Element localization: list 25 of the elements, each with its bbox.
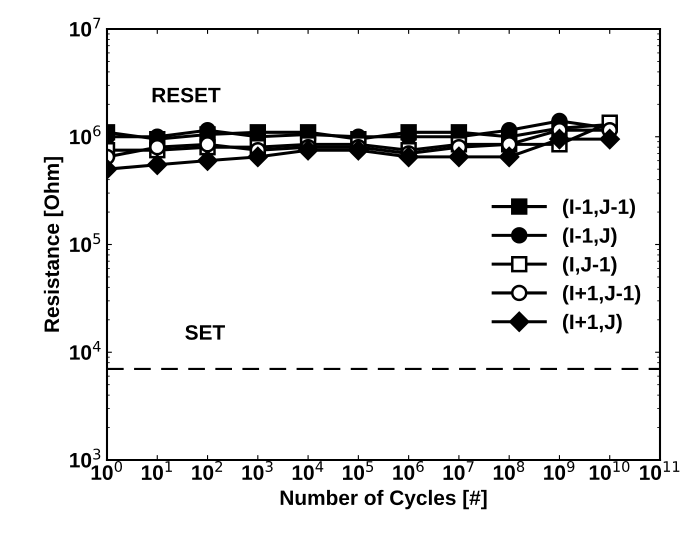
x-tick-label: 10$^{11}$ — [640, 461, 680, 480]
legend-label: (I,J-1) — [562, 256, 616, 276]
y-axis-title: Resistance [Ohm] — [44, 157, 64, 332]
x-tick-label: 10$^{4}$ — [292, 461, 324, 480]
x-axis-title: Number of Cycles [#] — [280, 490, 487, 510]
x-tick-label: 10$^{6}$ — [393, 461, 424, 480]
y-tick-label: 10$^{6}$ — [70, 125, 101, 144]
x-tick-label: 10$^{8}$ — [494, 461, 524, 480]
ref-line-label: SET — [185, 325, 225, 340]
annotation: RESET — [152, 88, 220, 102]
x-tick-label: 10$^{5}$ — [343, 461, 374, 480]
x-tick-label: 10$^{3}$ — [242, 461, 273, 480]
x-tick-label: 10$^{0}$ — [92, 461, 122, 480]
legend-label: (I+1,J) — [562, 314, 622, 334]
legend-label: (I+1,J-1) — [562, 285, 640, 305]
y-tick-label: 10$^{5}$ — [70, 233, 100, 252]
x-tick-label: 10$^{1}$ — [142, 461, 172, 480]
legend-label: (I-1,J) — [562, 228, 616, 247]
x-tick-label: 10$^{7}$ — [444, 461, 474, 480]
x-tick-label: 10$^{10}$ — [590, 461, 630, 480]
x-tick-label: 10$^{9}$ — [544, 461, 574, 480]
y-tick-label: 10$^{7}$ — [70, 18, 100, 37]
legend-label: (I-1,J-1) — [562, 198, 635, 218]
y-tick-label: 10$^{4}$ — [70, 341, 101, 360]
x-tick-label: 10$^{2}$ — [192, 461, 222, 480]
